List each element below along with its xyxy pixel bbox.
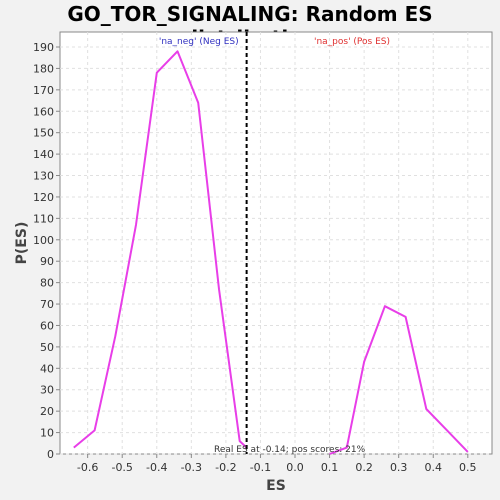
y-tick-label: 180 — [33, 62, 54, 75]
real-es-summary-label: Real ES at -0.14; pos scores: 21% — [214, 445, 366, 455]
y-tick-label: 40 — [40, 362, 54, 375]
y-tick-label: 170 — [33, 84, 54, 97]
x-tick-label: -0.5 — [111, 461, 132, 474]
y-tick-label: 100 — [33, 234, 54, 247]
y-tick-label: 30 — [40, 384, 54, 397]
y-tick-label: 110 — [33, 212, 54, 225]
x-tick-label: 0.5 — [459, 461, 477, 474]
pos-es-label: 'na_pos' (Pos ES) — [314, 37, 390, 47]
x-tick-label: -0.2 — [215, 461, 236, 474]
y-tick-label: 160 — [33, 105, 54, 118]
y-tick-label: 80 — [40, 277, 54, 290]
y-axis-title: P(ES) — [14, 222, 30, 265]
plot-background — [59, 31, 493, 455]
annotation-layer: 'na_neg' (Neg ES) 'na_pos' (Pos ES) Real E… — [159, 32, 390, 455]
x-tick-label: 0.2 — [355, 461, 373, 474]
y-tick-label: 150 — [33, 127, 54, 140]
x-tick-label: 0.3 — [390, 461, 408, 474]
x-tick-label: -0.1 — [250, 461, 271, 474]
y-tick-label: 10 — [40, 427, 54, 440]
neg-es-label: 'na_neg' (Neg ES) — [159, 37, 239, 47]
series-layer — [73, 50, 469, 455]
x-tick-label: 0.1 — [321, 461, 339, 474]
y-tick-label: 190 — [33, 41, 54, 54]
series-line-2 — [329, 305, 469, 455]
y-tick-label: 90 — [40, 255, 54, 268]
x-tick-label: 0.4 — [424, 461, 442, 474]
axis-layer: 0 10 20 30 40 50 60 70 80 90 100 110 120 130 140 150 160… — [33, 41, 477, 474]
y-tick-label: 130 — [33, 170, 54, 183]
y-tick-label: 50 — [40, 341, 54, 354]
y-tick-label: 0 — [47, 448, 54, 461]
y-tick-label: 20 — [40, 405, 54, 418]
y-tick-label: 60 — [40, 319, 54, 332]
series-line-1 — [73, 50, 248, 449]
x-axis-title: ES — [266, 478, 286, 494]
x-tick-label: -0.4 — [146, 461, 167, 474]
grid-layer — [60, 32, 492, 455]
y-tick-label: 120 — [33, 191, 54, 204]
y-tick-label: 140 — [33, 148, 54, 161]
x-tick-label: -0.3 — [181, 461, 202, 474]
y-tick-label: 70 — [40, 298, 54, 311]
x-tick-label: 0.0 — [286, 461, 304, 474]
x-tick-label: -0.6 — [77, 461, 98, 474]
